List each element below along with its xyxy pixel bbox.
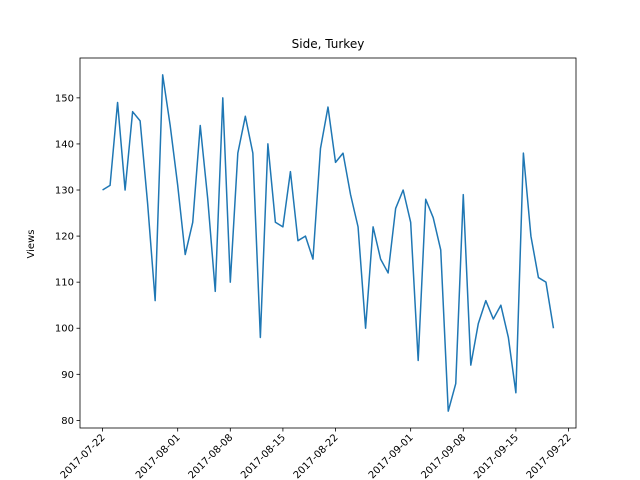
chart-title: Side, Turkey (292, 37, 365, 51)
y-tick-label: 110 (55, 278, 74, 289)
y-tick-label: 140 (55, 139, 74, 150)
series-line (102, 74, 555, 412)
y-tick-label: 90 (61, 370, 74, 381)
y-axis-label: Views (26, 230, 37, 259)
y-tick-label: 150 (55, 93, 74, 104)
y-tick-label: 100 (55, 324, 74, 335)
y-tick-label: 130 (55, 186, 74, 197)
axes-frame (79, 57, 577, 429)
y-tick-label: 120 (55, 232, 74, 243)
y-tick-label: 80 (61, 416, 74, 427)
